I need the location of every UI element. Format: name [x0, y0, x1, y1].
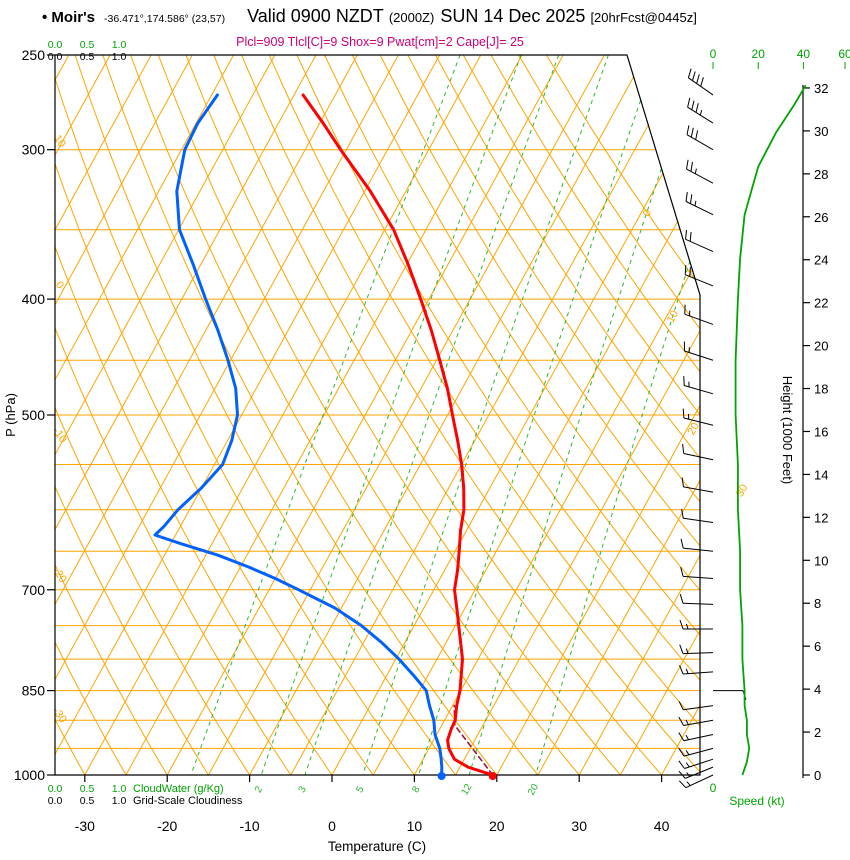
svg-text:0.5: 0.5 [80, 795, 95, 807]
svg-text:P (hPa): P (hPa) [3, 393, 18, 437]
svg-text:14: 14 [814, 467, 828, 482]
station-title: • Moir's [42, 9, 95, 26]
svg-text:1.0: 1.0 [112, 39, 127, 51]
svg-text:-10: -10 [50, 425, 69, 445]
svg-text:250: 250 [22, 47, 46, 63]
svg-text:-10: -10 [239, 818, 259, 834]
svg-text:8: 8 [814, 596, 821, 611]
svg-text:20: 20 [752, 47, 766, 61]
svg-text:-30: -30 [50, 705, 69, 725]
svg-text:20: 20 [686, 421, 702, 438]
forecast-hour: [20hrFcst@0445z] [590, 10, 697, 25]
svg-text:1.0: 1.0 [112, 783, 127, 795]
svg-text:20: 20 [814, 339, 828, 354]
svg-text:Height (1000 Feet): Height (1000 Feet) [780, 376, 795, 484]
svg-text:18: 18 [814, 382, 828, 397]
svg-text:12: 12 [814, 510, 828, 525]
svg-text:3: 3 [297, 784, 310, 795]
speed-profile [734, 84, 807, 776]
svg-text:30: 30 [814, 124, 828, 139]
svg-text:-20: -20 [50, 565, 69, 585]
svg-text:10: 10 [407, 818, 423, 834]
svg-text:2: 2 [814, 725, 821, 740]
svg-text:1.0: 1.0 [112, 51, 127, 63]
valid-time: Valid 0900 NZDT [247, 6, 384, 26]
svg-text:16: 16 [814, 424, 828, 439]
svg-text:22: 22 [814, 296, 828, 311]
indices-line: Plcl=909 Tlcl[C]=9 Shox=9 Pwat[cm]=2 Cap… [236, 35, 524, 49]
station-coords: -36.471°,174.586° (23,57) [104, 13, 226, 25]
svg-text:0.0: 0.0 [48, 783, 63, 795]
svg-text:30: 30 [734, 482, 750, 499]
svg-text:2: 2 [253, 784, 266, 795]
svg-text:12: 12 [459, 782, 474, 798]
svg-text:1000: 1000 [14, 767, 45, 783]
svg-text:1.0: 1.0 [112, 795, 127, 807]
cloud-scales: 0.0 0.5 1.0 0.0 0.5 1.0 0.0 0.5 1.0 CloudWater (g… [48, 39, 243, 807]
valid-date: SUN 14 Dec 2025 [440, 6, 586, 26]
svg-text:32: 32 [814, 81, 828, 96]
valid-zulu: (2000Z) [388, 10, 435, 25]
svg-text:0: 0 [710, 47, 717, 61]
svg-text:26: 26 [814, 210, 828, 225]
skewt-grid [55, 55, 700, 775]
svg-text:-30: -30 [75, 818, 95, 834]
svg-text:0.5: 0.5 [80, 51, 95, 63]
svg-text:20: 20 [489, 818, 505, 834]
svg-text:10: 10 [665, 309, 681, 326]
svg-text:5: 5 [354, 784, 367, 795]
svg-text:300: 300 [22, 142, 46, 158]
svg-text:8: 8 [410, 784, 423, 795]
svg-text:20: 20 [526, 782, 541, 798]
svg-text:40: 40 [654, 818, 670, 834]
svg-text:-20: -20 [157, 818, 177, 834]
svg-text:850: 850 [22, 683, 46, 699]
svg-text:400: 400 [22, 291, 46, 307]
svg-text:500: 500 [22, 407, 46, 423]
plot-border [54, 54, 701, 776]
svg-text:4: 4 [814, 682, 821, 697]
svg-text:24: 24 [814, 253, 828, 268]
svg-text:0.5: 0.5 [80, 39, 95, 51]
svg-text:0: 0 [328, 818, 336, 834]
chart-header: • Moir's -36.471°,174.586° (23,57) Valid… [42, 6, 844, 27]
svg-text:0: 0 [814, 768, 821, 783]
svg-text:Temperature (C): Temperature (C) [328, 839, 426, 854]
svg-text:0: 0 [710, 781, 717, 795]
svg-text:0: 0 [53, 279, 66, 291]
svg-text:Speed (kt): Speed (kt) [729, 794, 784, 808]
svg-text:6: 6 [814, 639, 821, 654]
svg-text:0.0: 0.0 [48, 51, 63, 63]
svg-text:28: 28 [814, 167, 828, 182]
svg-text:0.0: 0.0 [48, 795, 63, 807]
pressure-axis: 250 300 400 500 700 850 1000 P (hPa) [3, 47, 55, 783]
surface-markers [437, 772, 497, 780]
svg-text:0.0: 0.0 [48, 39, 63, 51]
svg-text:0: 0 [641, 208, 654, 219]
wind-barbs [678, 68, 747, 789]
temperature-axis: -30 -20 -10 0 10 20 30 40 Temperature (C) [75, 775, 670, 854]
svg-text:10: 10 [814, 553, 828, 568]
svg-text:0.5: 0.5 [80, 783, 95, 795]
svg-text:Grid-Scale Cloudiness: Grid-Scale Cloudiness [133, 795, 243, 807]
svg-text:30: 30 [571, 818, 587, 834]
svg-text:40: 40 [797, 47, 811, 61]
svg-text:60: 60 [838, 47, 850, 61]
sounding-curves [153, 93, 495, 775]
svg-text:CloudWater (g/Kg): CloudWater (g/Kg) [133, 783, 224, 795]
svg-text:700: 700 [22, 582, 46, 598]
